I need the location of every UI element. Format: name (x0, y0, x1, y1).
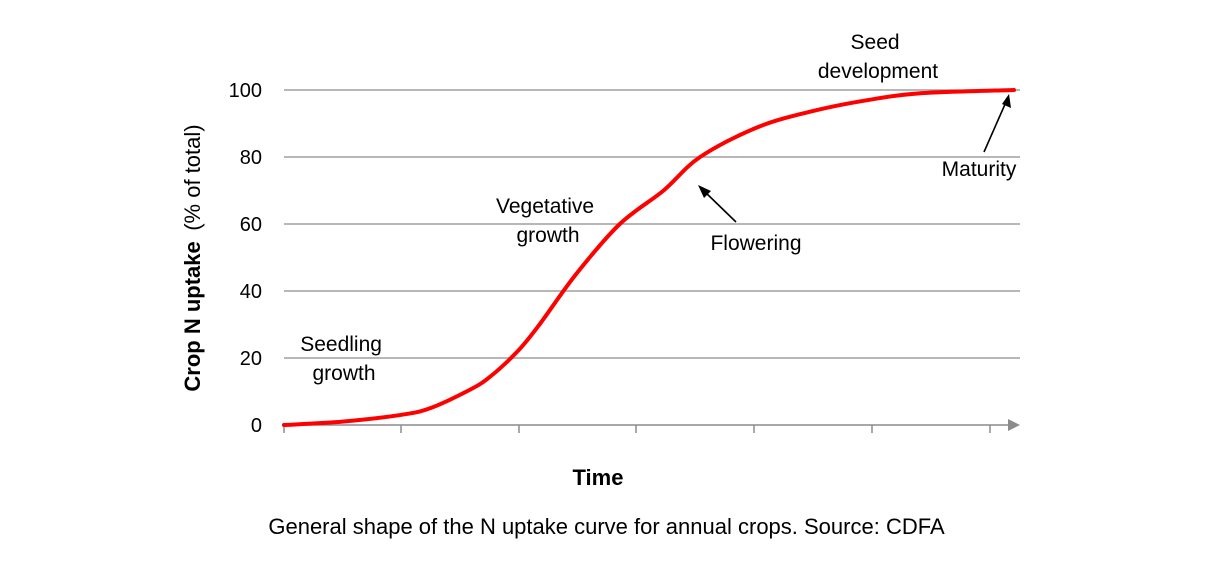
x-axis-title: Time (573, 465, 624, 490)
y-axis-ticks: 0 20 40 60 80 100 (229, 80, 262, 437)
y-axis-title: Crop N uptake (% of total) (180, 124, 205, 391)
y-tick-label: 40 (240, 281, 262, 303)
arrow-flowering (698, 185, 737, 223)
x-axis-arrowhead (1008, 419, 1020, 431)
n-uptake-curve (282, 88, 1016, 427)
series-group (282, 88, 1016, 427)
y-tick-label: 20 (240, 348, 262, 370)
y-tick-label: 60 (240, 214, 262, 236)
annotation-seed-development: Seed development (818, 31, 938, 83)
gridlines (284, 89, 1020, 359)
figure-caption: General shape of the N uptake curve for … (268, 514, 945, 539)
arrow-maturity (983, 94, 1011, 153)
y-tick-label: 80 (240, 147, 262, 169)
annotation-seedling-growth: Seedling growth (300, 333, 388, 385)
annotation-vegetative-growth: Vegetative growth (496, 195, 600, 247)
annotation-maturity: Maturity (942, 158, 1017, 181)
annotation-flowering: Flowering (710, 232, 801, 255)
y-tick-label: 0 (251, 415, 262, 437)
y-tick-label: 100 (229, 80, 262, 102)
x-axis (283, 419, 1020, 433)
